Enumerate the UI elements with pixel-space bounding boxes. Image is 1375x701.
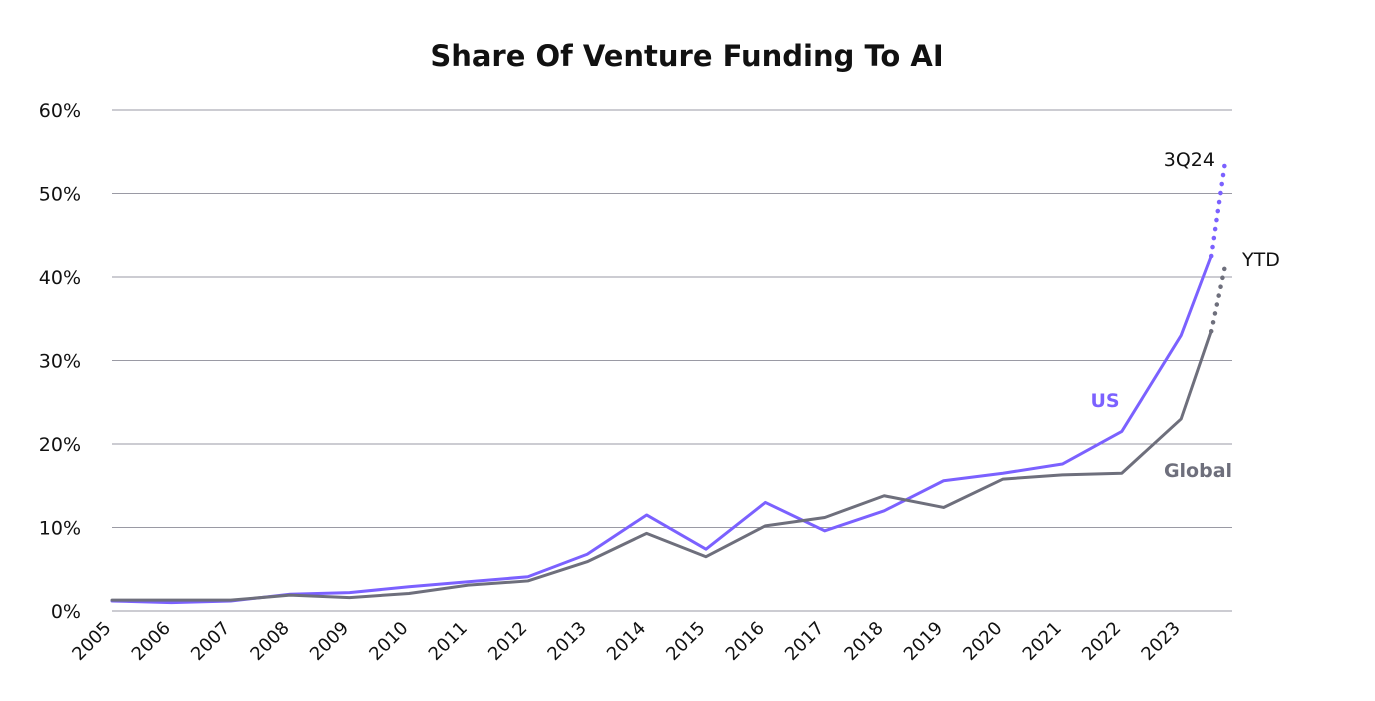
series-ytd-us bbox=[1208, 157, 1228, 259]
x-tick-label: 2009 bbox=[306, 618, 353, 665]
y-axis: 0% 10% 20% 30% 40% 50% 60% bbox=[39, 100, 81, 623]
x-tick-label: 2023 bbox=[1137, 618, 1184, 665]
x-tick-label: 2016 bbox=[722, 618, 769, 665]
y-tick-label: 60% bbox=[39, 100, 81, 122]
x-tick-label: 2020 bbox=[959, 618, 1006, 665]
x-tick-label: 2013 bbox=[543, 618, 590, 665]
x-tick-label: 2007 bbox=[187, 618, 234, 665]
x-tick-label: 2006 bbox=[128, 618, 175, 665]
x-tick-label: 2015 bbox=[662, 618, 709, 665]
series-ytd-global bbox=[1208, 262, 1228, 334]
y-tick-label: 50% bbox=[39, 184, 81, 206]
x-tick-label: 2022 bbox=[1078, 618, 1125, 665]
chart-title: Share Of Venture Funding To AI bbox=[430, 39, 943, 73]
y-tick-label: 10% bbox=[39, 518, 81, 540]
x-tick-label: 2014 bbox=[603, 618, 650, 665]
x-axis: 2005 2006 2007 2008 2009 2010 2011 2012 2013 2014… bbox=[68, 618, 1184, 665]
x-tick-label: 2005 bbox=[68, 618, 115, 665]
series-global bbox=[110, 262, 1228, 602]
x-tick-label: 2012 bbox=[484, 618, 531, 665]
grid-layer bbox=[112, 109, 1232, 612]
x-tick-label: 2008 bbox=[246, 618, 293, 665]
series-line-global bbox=[110, 329, 1213, 602]
x-tick-label: 2010 bbox=[365, 618, 412, 665]
annotation-3q24: 3Q24 bbox=[1164, 149, 1215, 171]
x-tick-label: 2019 bbox=[900, 618, 947, 665]
y-tick-label: 20% bbox=[39, 434, 81, 456]
series-line-us bbox=[110, 254, 1213, 605]
series-label-us: US bbox=[1090, 390, 1119, 412]
series-layer bbox=[110, 157, 1228, 605]
y-tick-label: 30% bbox=[39, 351, 81, 373]
series-label-global: Global bbox=[1164, 460, 1232, 482]
x-tick-label: 2011 bbox=[425, 618, 472, 665]
y-tick-label: 40% bbox=[39, 267, 81, 289]
annotation-layer: US Global 3Q24 YTD bbox=[1090, 149, 1279, 482]
x-tick-label: 2017 bbox=[781, 618, 828, 665]
series-us bbox=[110, 157, 1228, 605]
x-tick-label: 2021 bbox=[1019, 618, 1066, 665]
y-tick-label: 0% bbox=[51, 601, 81, 623]
annotation-ytd: YTD bbox=[1241, 249, 1280, 271]
x-tick-label: 2018 bbox=[840, 618, 887, 665]
